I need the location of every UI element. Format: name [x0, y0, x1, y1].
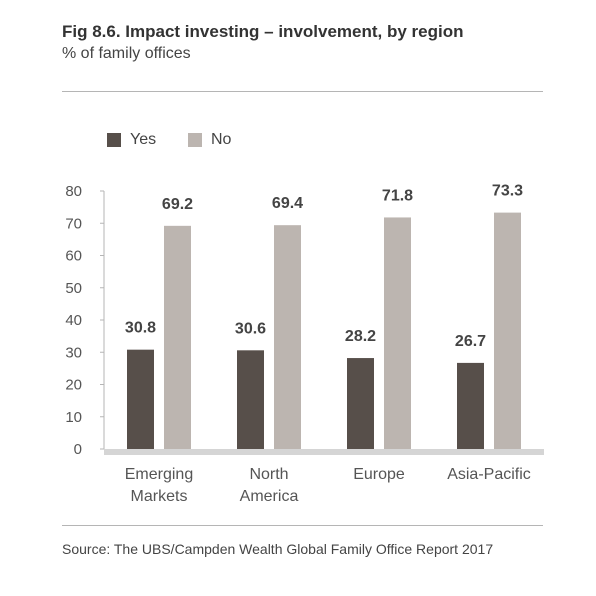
bar-yes: [237, 350, 264, 449]
bar-no: [164, 225, 191, 449]
bar-no: [384, 217, 411, 449]
bar-yes: [127, 349, 154, 449]
y-tick-label: 30: [65, 344, 82, 361]
y-tick-label: 80: [65, 183, 82, 200]
x-category-label: America: [240, 488, 299, 505]
y-tick-label: 20: [65, 377, 82, 394]
bar-no: [274, 225, 301, 449]
data-label-no: 69.4: [272, 195, 303, 212]
legend-item-no: No: [188, 131, 231, 149]
x-category-label: North: [249, 466, 288, 483]
y-tick-label: 50: [65, 280, 82, 297]
legend-swatch-no: [188, 133, 202, 147]
data-label-yes: 28.2: [345, 328, 376, 345]
data-label-no: 73.3: [492, 183, 523, 200]
x-axis-baseline: [104, 449, 544, 455]
chart-subtitle: % of family offices: [62, 45, 191, 62]
legend-label-yes: Yes: [130, 131, 157, 148]
legend-label-no: No: [211, 131, 232, 148]
y-tick-label: 0: [74, 441, 82, 458]
x-category-label: Markets: [131, 488, 188, 505]
data-label-yes: 26.7: [455, 333, 486, 350]
legend-swatch-yes: [107, 133, 121, 147]
x-category-label: Asia-Pacific: [447, 466, 531, 483]
y-tick-label: 70: [65, 215, 82, 232]
y-tick-label: 40: [65, 312, 82, 329]
data-label-no: 69.2: [162, 196, 193, 213]
chart-title: Fig 8.6. Impact investing – involvement,…: [62, 22, 464, 41]
bar-yes: [347, 358, 374, 449]
data-label-yes: 30.6: [235, 320, 266, 337]
top-divider: [62, 91, 543, 92]
legend-item-yes: Yes: [107, 131, 156, 149]
bar-yes: [457, 362, 484, 449]
source-note: Source: The UBS/Campden Wealth Global Fa…: [62, 541, 494, 557]
y-tick-label: 60: [65, 248, 82, 265]
x-category-label: Europe: [353, 466, 405, 483]
x-category-label: Emerging: [125, 466, 193, 483]
data-label-no: 71.8: [382, 187, 413, 204]
data-label-yes: 30.8: [125, 320, 156, 337]
bar-no: [494, 212, 521, 449]
y-tick-label: 10: [65, 409, 82, 426]
bottom-divider: [62, 525, 543, 526]
